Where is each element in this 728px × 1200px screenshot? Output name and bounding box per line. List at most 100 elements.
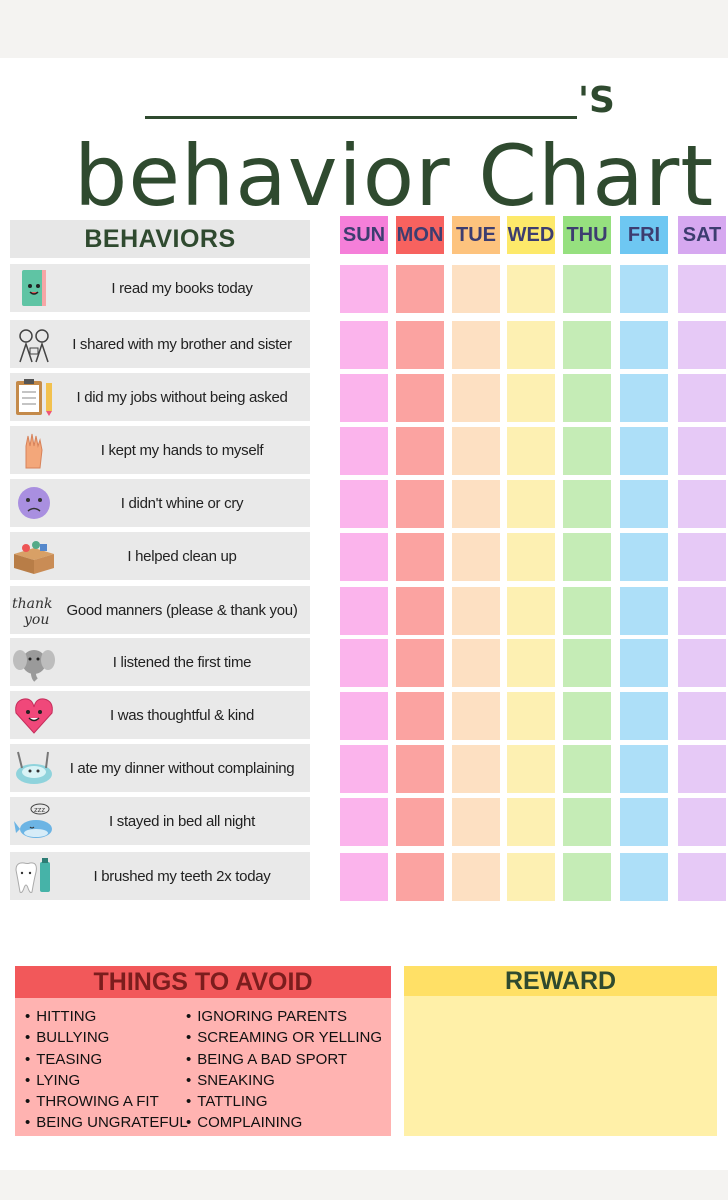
check-cell-sun[interactable] bbox=[340, 745, 388, 793]
check-cell-wed[interactable] bbox=[507, 639, 555, 687]
check-cell-mon[interactable] bbox=[396, 533, 444, 581]
check-cell-thu[interactable] bbox=[563, 321, 611, 369]
check-cell-mon[interactable] bbox=[396, 798, 444, 846]
check-cell-thu[interactable] bbox=[563, 533, 611, 581]
behavior-row: thank you Good manners (please & thank you… bbox=[10, 586, 310, 634]
check-cell-wed[interactable] bbox=[507, 798, 555, 846]
check-cell-wed[interactable] bbox=[507, 480, 555, 528]
check-cell-thu[interactable] bbox=[563, 853, 611, 901]
check-cell-sat[interactable] bbox=[678, 533, 726, 581]
check-cell-mon[interactable] bbox=[396, 745, 444, 793]
check-cell-fri[interactable] bbox=[620, 321, 668, 369]
check-cell-sat[interactable] bbox=[678, 692, 726, 740]
check-cell-tue[interactable] bbox=[452, 639, 500, 687]
check-cell-wed[interactable] bbox=[507, 587, 555, 635]
check-cell-sun[interactable] bbox=[340, 321, 388, 369]
page-title: behavior Chart bbox=[74, 127, 715, 225]
check-cell-tue[interactable] bbox=[452, 692, 500, 740]
check-cell-sun[interactable] bbox=[340, 480, 388, 528]
check-cell-fri[interactable] bbox=[620, 427, 668, 475]
check-cell-mon[interactable] bbox=[396, 374, 444, 422]
check-cell-tue[interactable] bbox=[452, 265, 500, 313]
check-cell-sat[interactable] bbox=[678, 265, 726, 313]
check-cell-sun[interactable] bbox=[340, 692, 388, 740]
check-cell-mon[interactable] bbox=[396, 853, 444, 901]
check-cell-sat[interactable] bbox=[678, 374, 726, 422]
check-cell-sat[interactable] bbox=[678, 853, 726, 901]
check-cell-wed[interactable] bbox=[507, 692, 555, 740]
check-cell-thu[interactable] bbox=[563, 480, 611, 528]
check-cell-sat[interactable] bbox=[678, 745, 726, 793]
day-header-wed: WED bbox=[507, 216, 555, 254]
check-cell-tue[interactable] bbox=[452, 321, 500, 369]
check-cell-wed[interactable] bbox=[507, 427, 555, 475]
check-cell-mon[interactable] bbox=[396, 427, 444, 475]
check-cell-wed[interactable] bbox=[507, 745, 555, 793]
check-cell-tue[interactable] bbox=[452, 853, 500, 901]
toy-box-icon bbox=[12, 536, 56, 576]
check-cell-fri[interactable] bbox=[620, 587, 668, 635]
check-cell-mon[interactable] bbox=[396, 321, 444, 369]
check-cell-sun[interactable] bbox=[340, 533, 388, 581]
check-cell-fri[interactable] bbox=[620, 480, 668, 528]
behavior-row: I did my jobs without being asked bbox=[10, 373, 310, 421]
behavior-label: I didn't whine or cry bbox=[120, 494, 244, 512]
check-cell-sun[interactable] bbox=[340, 853, 388, 901]
check-cell-thu[interactable] bbox=[563, 587, 611, 635]
check-cell-mon[interactable] bbox=[396, 639, 444, 687]
things-to-avoid-title: THINGS TO AVOID bbox=[15, 966, 391, 998]
name-blank-line[interactable] bbox=[145, 116, 577, 119]
check-cell-thu[interactable] bbox=[563, 745, 611, 793]
check-cell-wed[interactable] bbox=[507, 265, 555, 313]
check-cell-sat[interactable] bbox=[678, 587, 726, 635]
check-cell-thu[interactable] bbox=[563, 427, 611, 475]
check-cell-sun[interactable] bbox=[340, 427, 388, 475]
check-cell-wed[interactable] bbox=[507, 321, 555, 369]
check-cell-wed[interactable] bbox=[507, 853, 555, 901]
check-cell-sat[interactable] bbox=[678, 480, 726, 528]
check-cell-tue[interactable] bbox=[452, 533, 500, 581]
check-cell-tue[interactable] bbox=[452, 480, 500, 528]
check-cell-mon[interactable] bbox=[396, 587, 444, 635]
check-cell-thu[interactable] bbox=[563, 265, 611, 313]
check-cell-mon[interactable] bbox=[396, 692, 444, 740]
behavior-row: I read my books today bbox=[10, 264, 310, 312]
check-cell-sun[interactable] bbox=[340, 374, 388, 422]
check-cell-fri[interactable] bbox=[620, 745, 668, 793]
check-cell-fri[interactable] bbox=[620, 639, 668, 687]
check-cell-wed[interactable] bbox=[507, 374, 555, 422]
check-cell-sat[interactable] bbox=[678, 798, 726, 846]
check-cell-thu[interactable] bbox=[563, 798, 611, 846]
check-cell-fri[interactable] bbox=[620, 853, 668, 901]
check-cell-sun[interactable] bbox=[340, 639, 388, 687]
check-cell-thu[interactable] bbox=[563, 374, 611, 422]
check-cell-sat[interactable] bbox=[678, 321, 726, 369]
check-cell-fri[interactable] bbox=[620, 692, 668, 740]
check-cell-fri[interactable] bbox=[620, 798, 668, 846]
check-cell-tue[interactable] bbox=[452, 587, 500, 635]
check-cell-sun[interactable] bbox=[340, 798, 388, 846]
avoid-item: HITTING bbox=[25, 1006, 188, 1027]
check-cell-sat[interactable] bbox=[678, 427, 726, 475]
reward-box[interactable]: REWARD bbox=[404, 966, 717, 1136]
check-cell-tue[interactable] bbox=[452, 374, 500, 422]
check-cell-mon[interactable] bbox=[396, 265, 444, 313]
avoid-item: COMPLAINING bbox=[186, 1112, 382, 1133]
check-cell-thu[interactable] bbox=[563, 692, 611, 740]
check-cell-wed[interactable] bbox=[507, 533, 555, 581]
check-cell-tue[interactable] bbox=[452, 745, 500, 793]
behavior-label: I brushed my teeth 2x today bbox=[93, 867, 271, 885]
check-cell-fri[interactable] bbox=[620, 533, 668, 581]
check-cell-thu[interactable] bbox=[563, 639, 611, 687]
plate-icon bbox=[12, 748, 56, 788]
reward-title: REWARD bbox=[404, 966, 717, 996]
check-cell-sun[interactable] bbox=[340, 265, 388, 313]
check-cell-tue[interactable] bbox=[452, 798, 500, 846]
check-cell-tue[interactable] bbox=[452, 427, 500, 475]
check-cell-sun[interactable] bbox=[340, 587, 388, 635]
check-cell-fri[interactable] bbox=[620, 265, 668, 313]
check-cell-mon[interactable] bbox=[396, 480, 444, 528]
check-cell-fri[interactable] bbox=[620, 374, 668, 422]
behavior-row: I helped clean up bbox=[10, 532, 310, 580]
check-cell-sat[interactable] bbox=[678, 639, 726, 687]
